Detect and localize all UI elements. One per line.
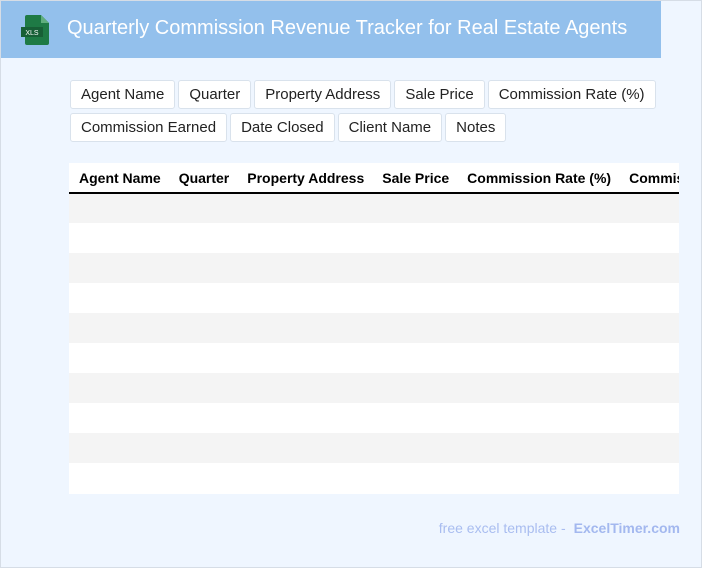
column-header[interactable]: Commission Rate (%) xyxy=(457,163,620,194)
table-cell[interactable] xyxy=(69,433,169,463)
table-cell[interactable] xyxy=(619,403,679,433)
table-cell[interactable] xyxy=(237,403,373,433)
table-cell[interactable] xyxy=(237,223,373,253)
field-chip[interactable]: Quarter xyxy=(178,80,252,109)
table-cell[interactable] xyxy=(69,313,169,343)
field-chip[interactable]: Notes xyxy=(445,113,507,142)
field-chips: Agent Name Quarter Property Address Sale Pr… xyxy=(70,80,660,142)
table-cell[interactable] xyxy=(372,223,458,253)
table-cell[interactable] xyxy=(237,343,373,373)
table-cell[interactable] xyxy=(372,463,458,493)
column-header[interactable]: Commission Earned xyxy=(619,163,679,194)
field-chip[interactable]: Sale Price xyxy=(394,80,485,109)
column-header[interactable]: Quarter xyxy=(168,163,238,194)
field-chip[interactable]: Property Address xyxy=(254,80,392,109)
table-cell[interactable] xyxy=(619,253,679,283)
table-cell[interactable] xyxy=(457,433,620,463)
field-chip[interactable]: Agent Name xyxy=(70,80,176,109)
table-cell[interactable] xyxy=(619,193,679,223)
table-cell[interactable] xyxy=(457,373,620,403)
table-cell[interactable] xyxy=(619,463,679,493)
field-chip[interactable]: Commission Rate (%) xyxy=(487,80,656,109)
table-row[interactable] xyxy=(69,283,679,313)
data-table-container[interactable]: Agent Name Quarter Property Address Sale Pr… xyxy=(69,163,679,494)
table-cell[interactable] xyxy=(168,403,238,433)
table-cell[interactable] xyxy=(372,343,458,373)
field-chip[interactable]: Commission Earned xyxy=(70,113,228,142)
table-cell[interactable] xyxy=(619,343,679,373)
table-row[interactable] xyxy=(69,193,679,223)
table-row[interactable] xyxy=(69,223,679,253)
table-cell[interactable] xyxy=(168,463,238,493)
header: XLS Quarterly Commission Revenue Tracker… xyxy=(1,1,661,58)
table-cell[interactable] xyxy=(372,433,458,463)
footer-text: free excel template - xyxy=(438,520,566,536)
xls-file-icon: XLS xyxy=(21,15,49,45)
table-cell[interactable] xyxy=(457,313,620,343)
table-cell[interactable] xyxy=(457,223,620,253)
table-cell[interactable] xyxy=(457,403,620,433)
table-cell[interactable] xyxy=(372,283,458,313)
table-row[interactable] xyxy=(69,253,679,283)
table-cell[interactable] xyxy=(69,373,169,403)
table-cell[interactable] xyxy=(69,253,169,283)
field-chip[interactable]: Date Closed xyxy=(230,113,335,142)
column-header[interactable]: Agent Name xyxy=(69,163,169,194)
table-cell[interactable] xyxy=(619,433,679,463)
table-cell[interactable] xyxy=(372,313,458,343)
table-cell[interactable] xyxy=(237,253,373,283)
table-cell[interactable] xyxy=(619,373,679,403)
page-title: Quarterly Commission Revenue Tracker for… xyxy=(67,17,628,39)
table-cell[interactable] xyxy=(372,253,458,283)
table-cell[interactable] xyxy=(69,283,169,313)
field-chip[interactable]: Client Name xyxy=(337,113,443,142)
table-cell[interactable] xyxy=(619,313,679,343)
table-cell[interactable] xyxy=(457,253,620,283)
table-row[interactable] xyxy=(69,373,679,403)
table-cell[interactable] xyxy=(168,373,238,403)
table-cell[interactable] xyxy=(168,223,238,253)
table-cell[interactable] xyxy=(237,463,373,493)
column-header[interactable]: Property Address xyxy=(237,163,373,194)
table-cell[interactable] xyxy=(69,223,169,253)
table-row[interactable] xyxy=(69,313,679,343)
table-cell[interactable] xyxy=(168,433,238,463)
table-cell[interactable] xyxy=(457,193,620,223)
column-header[interactable]: Sale Price xyxy=(372,163,458,194)
table-cell[interactable] xyxy=(168,193,238,223)
data-table: Agent Name Quarter Property Address Sale Pr… xyxy=(69,163,679,493)
table-cell[interactable] xyxy=(69,403,169,433)
table-cell[interactable] xyxy=(168,343,238,373)
table-cell[interactable] xyxy=(69,193,169,223)
footer-brand-link[interactable]: ExcelTimer.com xyxy=(573,520,680,536)
table-cell[interactable] xyxy=(457,343,620,373)
footer: free excel template - ExcelTimer.com xyxy=(439,520,680,536)
table-row[interactable] xyxy=(69,343,679,373)
table-row[interactable] xyxy=(69,433,679,463)
table-cell[interactable] xyxy=(372,193,458,223)
table-cell[interactable] xyxy=(457,463,620,493)
table-cell[interactable] xyxy=(372,373,458,403)
table-cell[interactable] xyxy=(69,463,169,493)
table-cell[interactable] xyxy=(237,313,373,343)
table-cell[interactable] xyxy=(168,253,238,283)
table-row[interactable] xyxy=(69,463,679,493)
logo-text: XLS xyxy=(25,30,39,37)
table-cell[interactable] xyxy=(619,283,679,313)
table-cell[interactable] xyxy=(619,223,679,253)
table-cell[interactable] xyxy=(372,403,458,433)
table-cell[interactable] xyxy=(168,283,238,313)
table-cell[interactable] xyxy=(237,283,373,313)
table-row[interactable] xyxy=(69,403,679,433)
table-cell[interactable] xyxy=(237,193,373,223)
table-cell[interactable] xyxy=(237,433,373,463)
table-cell[interactable] xyxy=(457,283,620,313)
table-cell[interactable] xyxy=(168,313,238,343)
table-header-row: Agent Name Quarter Property Address Sale Pr… xyxy=(69,163,679,194)
table-cell[interactable] xyxy=(69,343,169,373)
table-cell[interactable] xyxy=(237,373,373,403)
